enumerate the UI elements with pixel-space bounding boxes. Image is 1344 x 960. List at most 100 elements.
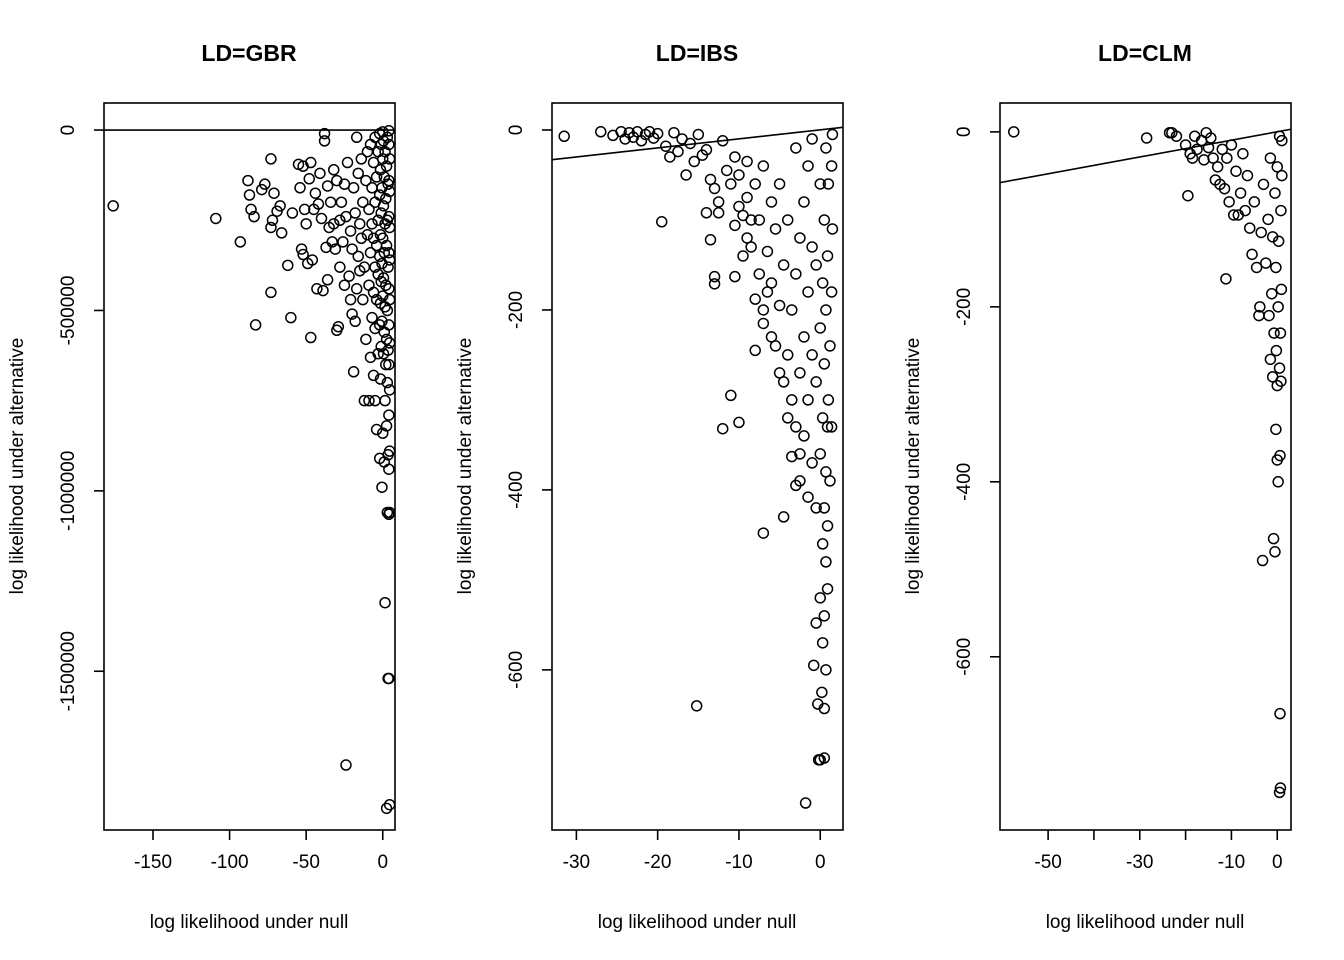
data-point — [352, 250, 364, 263]
data-point — [243, 189, 256, 201]
data-point — [721, 164, 733, 177]
data-point — [716, 422, 729, 435]
data-point — [318, 127, 331, 140]
data-point — [1271, 161, 1284, 173]
data-point — [725, 389, 737, 402]
data-point — [1272, 301, 1284, 313]
data-point — [369, 261, 381, 273]
data-point — [355, 232, 368, 245]
data-point — [381, 304, 394, 317]
data-point — [383, 337, 396, 349]
data-point — [820, 556, 832, 568]
data-point — [822, 178, 835, 190]
data-point — [383, 672, 395, 685]
data-point — [595, 126, 607, 138]
data-point — [820, 304, 832, 316]
data-point — [708, 270, 721, 283]
data-point — [383, 210, 395, 223]
data-point — [1272, 235, 1285, 247]
data-point — [794, 475, 806, 487]
y-tick-label: -200 — [506, 291, 527, 329]
data-point — [341, 156, 354, 169]
data-point — [799, 797, 812, 809]
data-point — [1254, 301, 1266, 313]
x-axis-label: log likelihood under null — [150, 912, 349, 933]
data-point — [242, 174, 254, 187]
data-point — [286, 207, 299, 219]
y-tick-label: -1500000 — [58, 631, 79, 711]
data-point — [372, 214, 384, 227]
data-point — [381, 376, 394, 389]
data-point — [794, 448, 806, 460]
reference-line — [999, 128, 1292, 184]
data-point — [349, 207, 361, 219]
data-point — [265, 153, 277, 165]
data-point — [798, 331, 810, 343]
data-point — [1140, 132, 1153, 144]
x-tick-label: -100 — [211, 852, 249, 873]
data-point — [826, 128, 839, 141]
data-point — [765, 277, 778, 289]
data-point — [378, 246, 391, 259]
panel-gbr: LD=GBR log likelihood under null log lik… — [7, 40, 396, 933]
x-tick-label: -20 — [644, 852, 671, 873]
data-point — [107, 200, 119, 212]
y-tick-label: -1000000 — [58, 451, 79, 531]
data-point — [802, 286, 814, 298]
data-point — [1269, 546, 1281, 558]
data-point — [245, 203, 257, 216]
data-point — [757, 317, 770, 330]
data-point — [268, 187, 280, 199]
data-point — [700, 207, 713, 219]
data-point — [1272, 476, 1284, 488]
data-point — [367, 369, 380, 382]
panel-title: LD=CLM — [1098, 40, 1192, 66]
data-point — [1221, 152, 1233, 164]
y-tick-label: -400 — [954, 463, 975, 501]
data-point — [684, 137, 696, 150]
data-point — [265, 286, 277, 299]
x-tick-label: -50 — [1034, 852, 1061, 873]
data-point — [1234, 187, 1247, 199]
data-point — [382, 261, 394, 273]
data-point — [716, 135, 729, 147]
data-point — [311, 283, 323, 295]
data-point — [306, 254, 319, 266]
x-tick-label: -30 — [563, 852, 590, 873]
data-point — [1275, 375, 1287, 387]
data-point — [733, 169, 745, 181]
data-point — [655, 216, 668, 228]
data-point — [688, 155, 700, 168]
data-point — [1246, 248, 1258, 261]
data-point — [376, 315, 388, 328]
data-point — [1270, 423, 1282, 436]
y-tick-label: -400 — [506, 471, 527, 509]
data-point — [1179, 139, 1192, 151]
data-point — [297, 248, 309, 261]
data-point — [380, 279, 392, 291]
data-point — [366, 218, 378, 230]
data-point — [327, 218, 340, 230]
data-point — [777, 376, 790, 388]
data-point — [274, 200, 286, 212]
data-point — [664, 151, 676, 163]
data-point — [1270, 261, 1282, 274]
data-point — [347, 182, 360, 194]
data-point — [383, 798, 396, 811]
data-point — [324, 196, 337, 208]
data-point — [786, 304, 798, 316]
data-point — [360, 174, 372, 187]
data-point — [383, 384, 396, 396]
data-point — [729, 151, 741, 163]
data-point — [1273, 362, 1286, 374]
data-point — [1276, 169, 1288, 182]
y-tick-label: -200 — [954, 288, 975, 326]
data-point — [1275, 283, 1288, 296]
data-point — [1198, 154, 1210, 166]
x-tick-label: -150 — [134, 852, 172, 873]
data-point — [712, 196, 725, 208]
data-point — [781, 412, 794, 424]
data-point — [315, 212, 328, 225]
data-point — [300, 218, 312, 230]
